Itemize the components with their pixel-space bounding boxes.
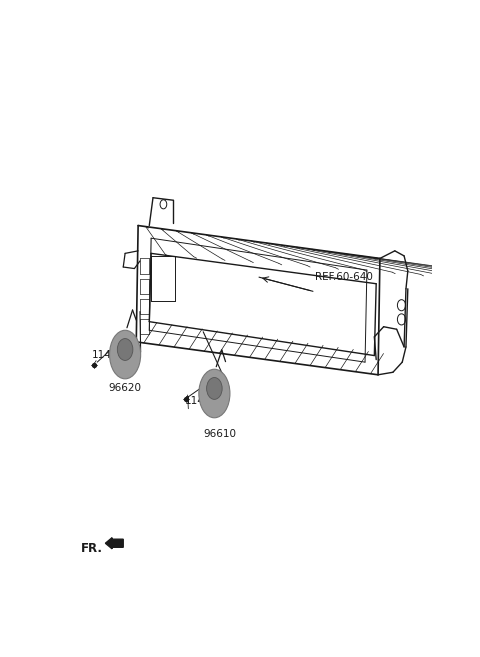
Text: 96610: 96610 xyxy=(204,429,237,439)
Text: 96620: 96620 xyxy=(108,384,142,394)
Ellipse shape xyxy=(117,338,133,361)
Text: FR.: FR. xyxy=(81,542,102,555)
Text: REF.60-640: REF.60-640 xyxy=(315,272,372,283)
Ellipse shape xyxy=(199,369,230,418)
FancyArrow shape xyxy=(106,537,123,549)
Ellipse shape xyxy=(206,378,222,399)
Ellipse shape xyxy=(109,330,141,379)
Text: 11442: 11442 xyxy=(92,350,125,359)
Text: 11442: 11442 xyxy=(185,396,218,406)
